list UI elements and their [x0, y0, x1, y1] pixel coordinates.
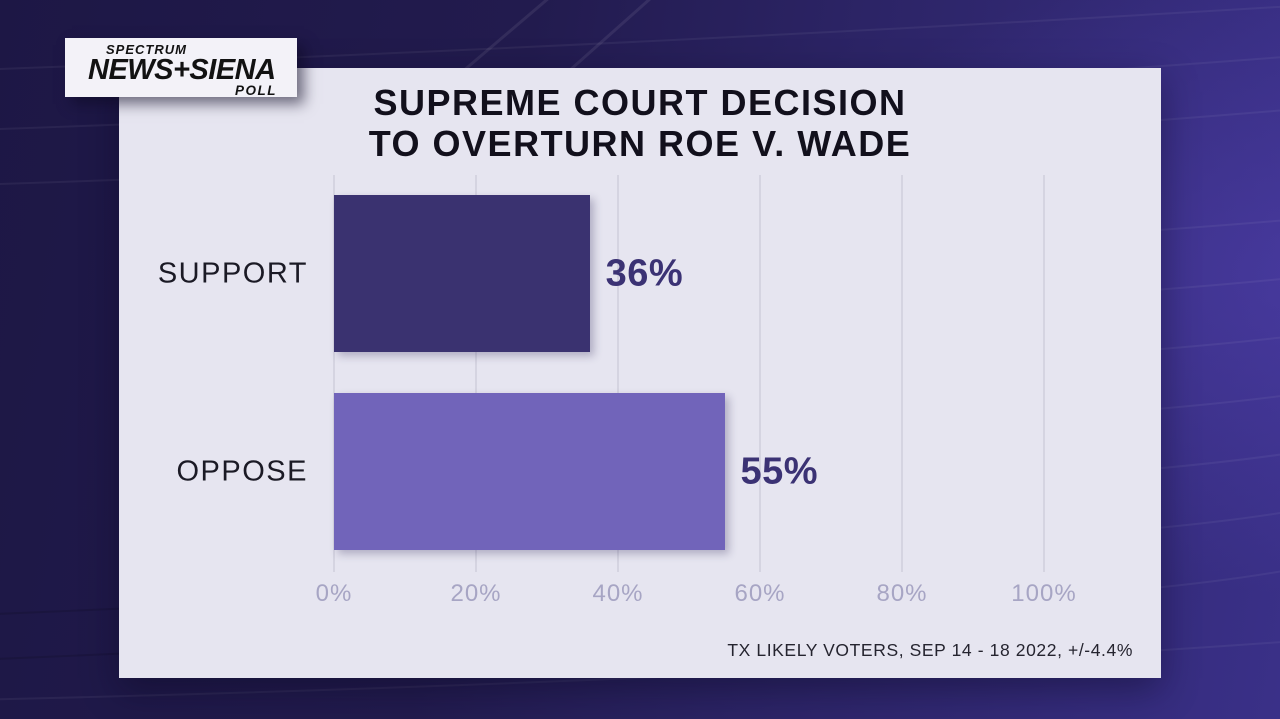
x-tick-label-100: 100% — [1011, 580, 1077, 607]
category-label-support: SUPPORT — [157, 257, 308, 289]
bar-oppose — [334, 393, 725, 550]
value-label-support: 36% — [605, 252, 684, 294]
gridline-100 — [1043, 175, 1045, 572]
category-label-oppose: OPPOSE — [176, 455, 308, 487]
logo-brand-top: SPECTRUM — [106, 42, 187, 57]
source-note: TX LIKELY VOTERS, SEP 14 - 18 2022, +/-4… — [727, 640, 1133, 660]
gridline-60 — [759, 175, 761, 572]
gridline-20 — [475, 175, 477, 572]
logo-brand-sub: POLL — [235, 83, 277, 98]
plot-area: 36% 55% — [333, 175, 1045, 572]
x-tick-label-0: 0% — [315, 580, 353, 607]
x-tick-label-80: 80% — [876, 580, 928, 607]
value-label-oppose: 55% — [740, 450, 819, 492]
x-tick-label-60: 60% — [734, 580, 786, 607]
gridline-80 — [901, 175, 903, 572]
gridline-0 — [333, 175, 335, 572]
spectrum-news-siena-poll-logo: SPECTRUM NEWS+SIENA POLL — [65, 38, 297, 97]
chart-title-line-1: SUPREME COURT DECISION — [373, 82, 907, 123]
x-axis: 0% 20% 40% 60% 80% 100% — [316, 580, 1076, 612]
chart-title: SUPREME COURT DECISION TO OVERTURN ROE V… — [119, 82, 1161, 164]
x-tick-label-20: 20% — [450, 580, 502, 607]
x-tick-label-40: 40% — [592, 580, 644, 607]
chart-title-line-2: TO OVERTURN ROE V. WADE — [368, 123, 912, 164]
logo-brand-main: NEWS+SIENA — [88, 54, 276, 86]
category-labels: SUPPORT OPPOSE — [119, 175, 308, 572]
bar-support — [334, 195, 590, 352]
gridline-40 — [617, 175, 619, 572]
poll-chart-card: SUPREME COURT DECISION TO OVERTURN ROE V… — [119, 68, 1161, 678]
